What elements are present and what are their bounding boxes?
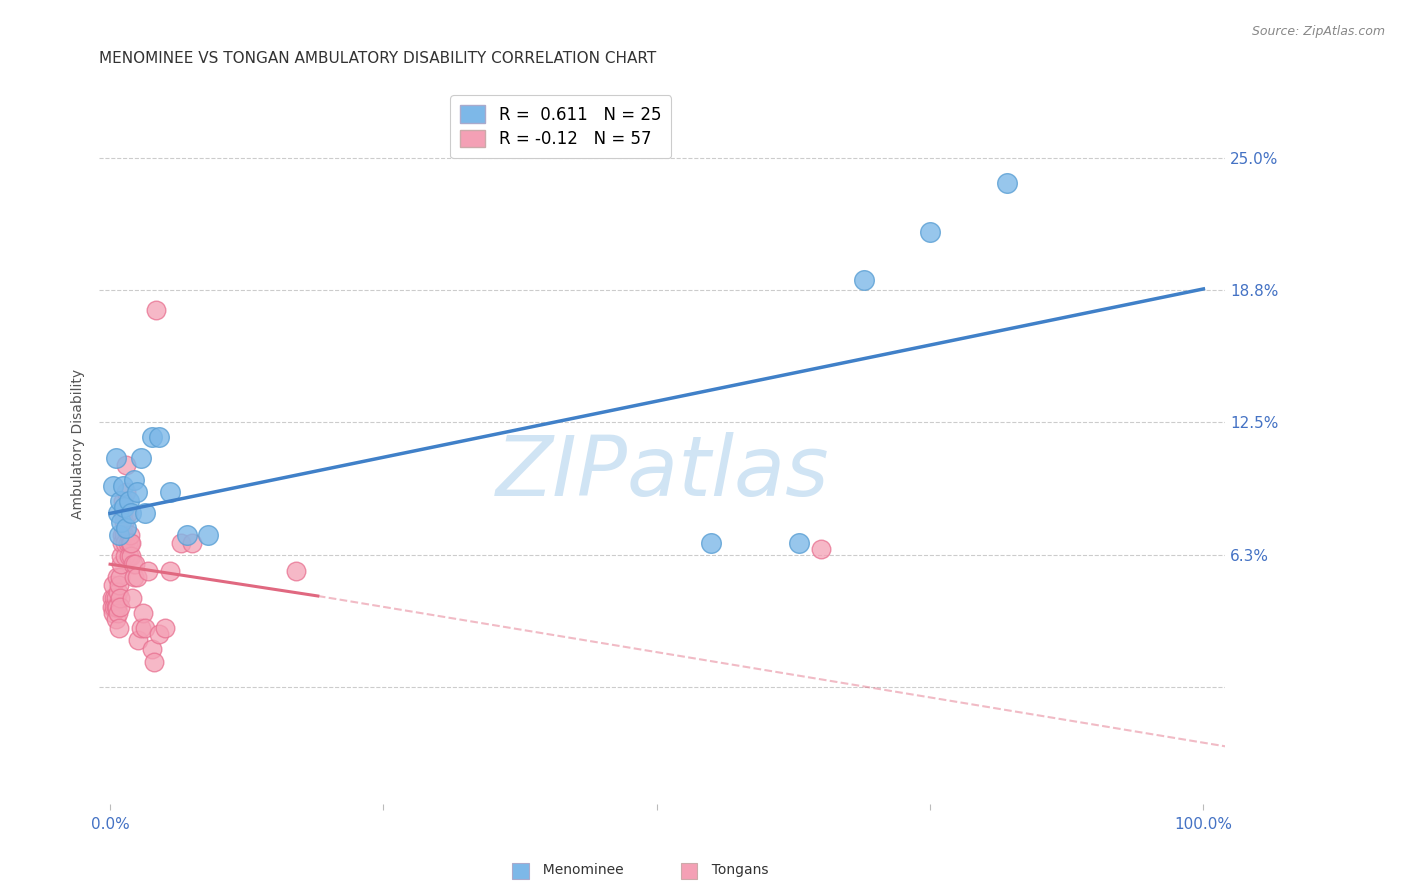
Point [134,507,156,521]
Point [120,536,142,550]
Point [117,536,139,550]
Point [103,578,125,592]
Point [103,479,125,493]
Point [112,527,135,541]
Legend: R =  0.611   N = 25, R = -0.12   N = 57: R = 0.611 N = 25, R = -0.12 N = 57 [450,95,671,159]
Point [115,521,138,535]
Point [115,485,138,500]
Point [159,485,181,500]
Point [853,273,876,287]
Text: Source: ZipAtlas.com: Source: ZipAtlas.com [1251,25,1385,38]
Point [920,225,942,239]
Text: Menominee: Menominee [534,863,624,877]
Point [129,451,152,466]
Point [112,493,135,508]
Point [127,633,149,648]
Point [104,451,127,466]
Point [108,591,131,606]
Point [124,558,146,572]
Point [159,564,181,578]
Point [108,570,131,584]
Text: Tongans: Tongans [703,863,769,877]
Point [101,599,124,614]
Point [127,485,149,500]
Point [108,599,131,614]
Point [118,527,141,541]
Point [110,558,132,572]
Point [120,507,142,521]
Point [117,507,139,521]
Point [103,599,125,614]
Point [111,527,134,541]
Point [197,527,219,541]
Point [103,591,125,606]
Point [122,570,145,584]
Point [114,536,136,550]
Point [284,564,307,578]
Text: MENOMINEE VS TONGAN AMBULATORY DISABILITY CORRELATION CHART: MENOMINEE VS TONGAN AMBULATORY DISABILIT… [100,51,657,66]
Point [148,627,170,641]
Point [134,621,156,635]
Point [118,549,141,563]
Point [104,612,127,626]
Point [108,621,131,635]
Point [112,479,135,493]
Point [129,621,152,635]
Point [108,527,131,541]
Point [107,507,129,521]
Point [104,591,127,606]
Point [118,493,141,508]
Point [110,549,132,563]
Point [108,578,131,592]
Point [112,507,135,521]
Point [112,515,135,529]
Point [111,536,134,550]
Point [110,515,132,529]
Point [181,536,204,550]
Point [995,176,1018,190]
Point [103,606,125,620]
Point [108,493,131,508]
Point [153,621,176,635]
Point [122,558,145,572]
Point [120,549,142,563]
Point [105,599,128,614]
Point [141,430,163,444]
Point [105,570,128,584]
Y-axis label: Ambulatory Disability: Ambulatory Disability [72,368,86,518]
Point [136,564,159,578]
Point [170,536,193,550]
Point [112,500,135,514]
Point [107,606,129,620]
Point [142,655,165,669]
Point [141,641,163,656]
Point [115,458,138,472]
Text: ZIPatlas: ZIPatlas [495,432,830,513]
Point [101,591,124,606]
Point [148,430,170,444]
Point [121,591,143,606]
Point [176,527,198,541]
Point [127,570,149,584]
Point [787,536,810,550]
Point [122,473,145,487]
Point [145,303,167,318]
Point [810,542,832,557]
Point [132,606,155,620]
Point [104,599,127,614]
Point [118,536,141,550]
Point [107,584,129,599]
Point [700,536,723,550]
Point [114,549,136,563]
